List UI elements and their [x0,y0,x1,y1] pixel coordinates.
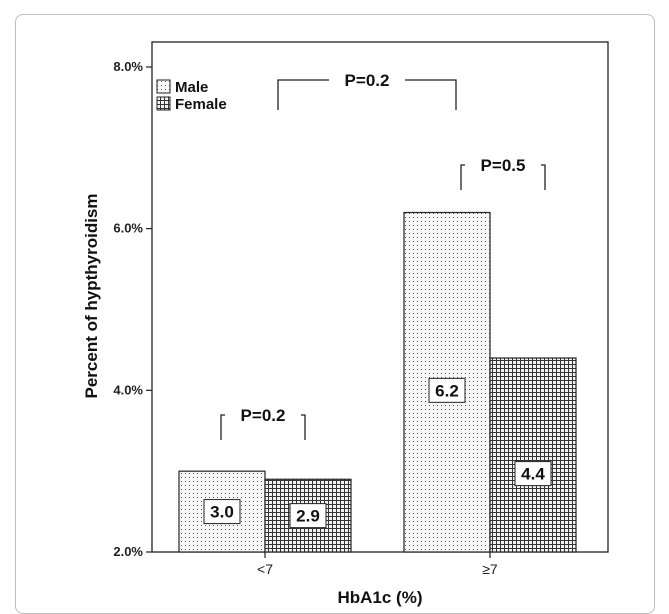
p-value-label: P=0.2 [241,406,286,425]
significance-bracket [277,79,457,110]
legend: Male Female [156,79,227,113]
y-tick-label: 8.0% [113,59,143,74]
data-label: 2.9 [296,507,320,526]
data-label-box [203,499,241,525]
data-label-box [514,461,552,487]
data-label: 6.2 [435,381,459,400]
x-axis: <7 ≥7 [257,552,498,577]
legend-label-male: Male [175,79,208,96]
data-label-box [289,503,327,529]
y-tick-label: 2.0% [113,544,143,559]
x-tick-label: <7 [257,561,273,577]
significance-bracket [220,414,306,440]
p-value-label: P=0.5 [481,156,526,175]
y-axis: 2.0% 4.0% 6.0% 8.0% [113,59,152,559]
significance-brackets: P=0.2 P=0.5 P=0.2 [220,71,546,440]
y-tick-label: 6.0% [113,221,143,236]
data-label: 3.0 [210,503,234,522]
y-axis-title: Percent of hypthyroidism [82,194,101,399]
x-tick-label: ≥7 [482,561,498,577]
x-axis-title: HbA1c (%) [337,588,422,607]
y-tick-label: 4.0% [113,382,143,397]
legend-swatch-female [156,96,171,111]
data-label: 4.4 [521,465,545,484]
significance-bracket [460,164,546,190]
bar-female [489,357,577,553]
p-value-label: P=0.2 [345,71,390,90]
data-label-box [428,377,466,403]
legend-label-female: Female [175,96,227,113]
data-labels: 3.0 2.9 6.2 4.4 [203,377,552,529]
legend-swatch-male [156,79,171,94]
